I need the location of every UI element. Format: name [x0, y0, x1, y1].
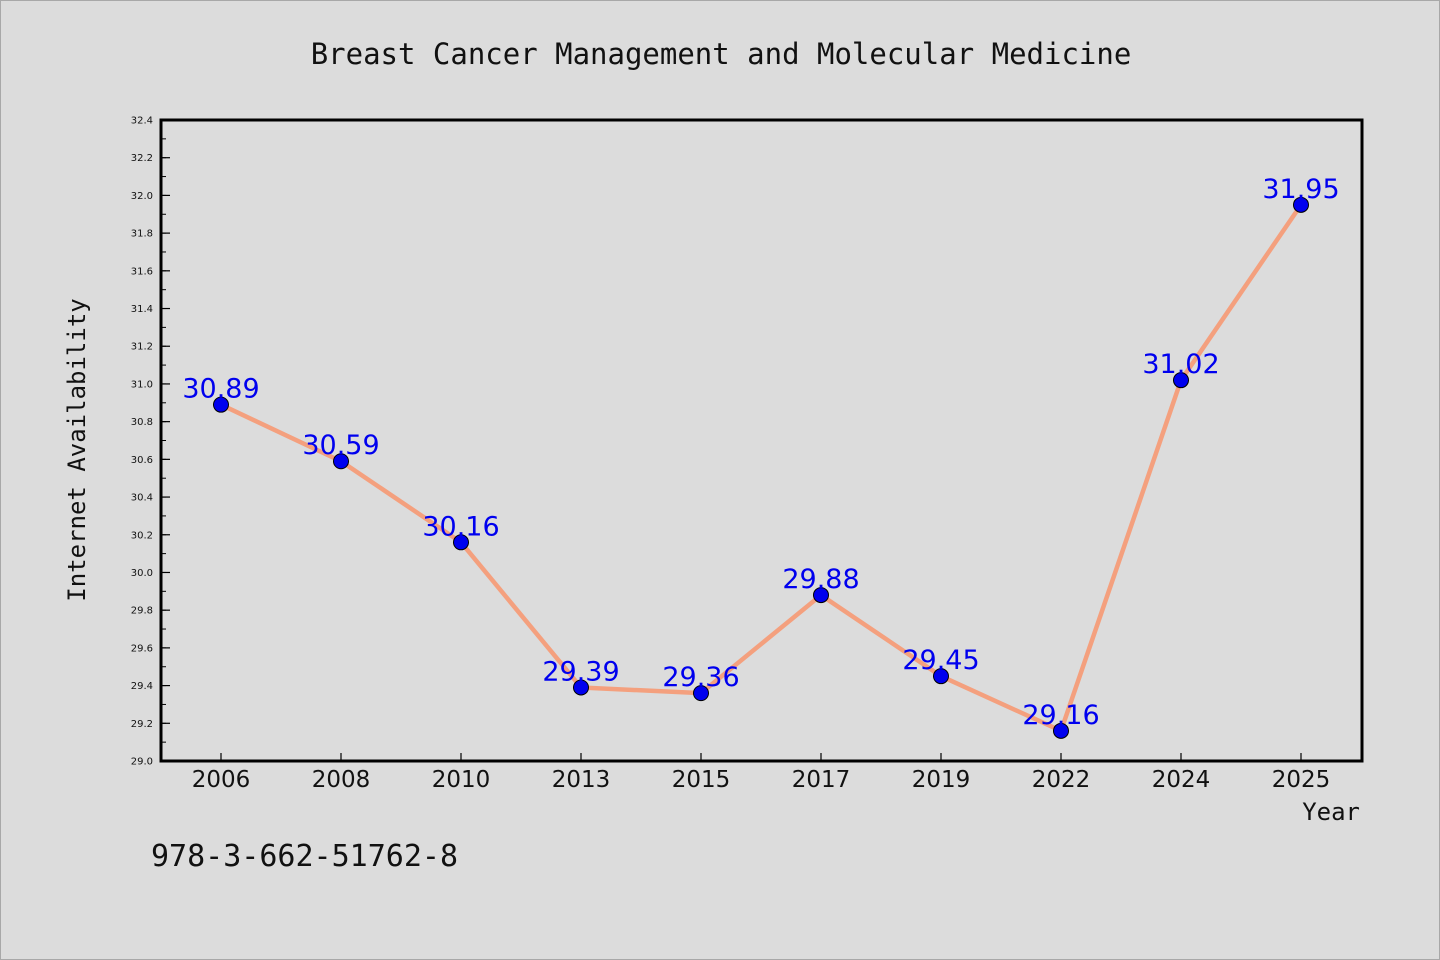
data-label: 30.16 [422, 511, 499, 542]
x-tick-label: 2008 [312, 767, 371, 793]
data-label: 31.02 [1142, 349, 1219, 380]
data-label: 30.59 [302, 430, 379, 461]
x-axis-label: Year [1302, 798, 1360, 826]
y-axis: 29.0 29.2 29.4 29.6 29.8 30.0 30.2 30.4 30.6 30.8… [131, 116, 170, 768]
y-tick-label: 30.0 [131, 568, 153, 579]
y-tick-label: 32.2 [131, 153, 153, 164]
data-point [1053, 722, 1069, 739]
data-marker-group [213, 196, 1309, 739]
y-tick-label: 30.6 [131, 455, 153, 466]
data-point [1173, 372, 1189, 389]
series-line [218, 202, 1304, 734]
y-tick-label: 29.4 [131, 681, 153, 692]
y-tick-label: 31.0 [131, 379, 153, 390]
x-tick-label: 2010 [432, 767, 491, 793]
x-tick-label: 2015 [672, 767, 731, 793]
chart-title: Breast Cancer Management and Molecular M… [311, 37, 1132, 71]
y-tick-label: 31.4 [131, 304, 153, 315]
y-tick-label: 30.2 [131, 530, 153, 541]
data-point [213, 396, 229, 413]
y-tick-label: 31.2 [131, 342, 153, 353]
annotation-text: 978-3-662-51762-8 [151, 839, 458, 874]
data-point [453, 534, 469, 551]
data-point [813, 587, 829, 604]
x-axis: 2006 2008 2010 2013 2015 2017 2019 2022 2024 2025 [192, 753, 1331, 793]
y-tick-label: 29.2 [131, 719, 153, 730]
data-point [1293, 196, 1309, 213]
y-tick-label: 29.8 [131, 606, 153, 617]
y-tick-label: 32.4 [131, 116, 153, 127]
data-point [333, 453, 349, 470]
y-axis-label: Internet Availability [63, 298, 91, 601]
data-label: 29.16 [1022, 700, 1099, 731]
y-tick-label: 30.8 [131, 417, 153, 428]
data-label: 29.39 [542, 656, 619, 687]
y-tick-label: 31.6 [131, 266, 153, 277]
x-tick-label: 2017 [792, 767, 851, 793]
y-tick-label: 29.6 [131, 643, 153, 654]
x-tick-label: 2025 [1272, 767, 1331, 793]
data-label: 29.88 [782, 564, 859, 595]
data-label: 29.36 [662, 662, 739, 693]
series-line-group [218, 202, 1304, 734]
y-tick-label: 32.0 [131, 191, 153, 202]
y-tick-label: 29.0 [131, 757, 153, 768]
data-point [573, 679, 589, 696]
data-label-group: 30.89 30.59 30.16 29.39 29.36 29.88 29.45 29.16… [182, 174, 1339, 731]
x-tick-label: 2013 [552, 767, 611, 793]
x-tick-label: 2022 [1032, 767, 1091, 793]
data-point [693, 685, 709, 702]
y-tick-label: 31.8 [131, 229, 153, 240]
data-label: 29.45 [902, 645, 979, 676]
x-tick-label: 2024 [1152, 767, 1211, 793]
data-label: 30.89 [182, 374, 259, 405]
data-point [933, 668, 949, 685]
x-tick-label: 2006 [192, 767, 251, 793]
y-tick-label: 30.4 [131, 493, 153, 504]
x-tick-label: 2019 [912, 767, 971, 793]
data-label: 31.95 [1262, 174, 1339, 205]
